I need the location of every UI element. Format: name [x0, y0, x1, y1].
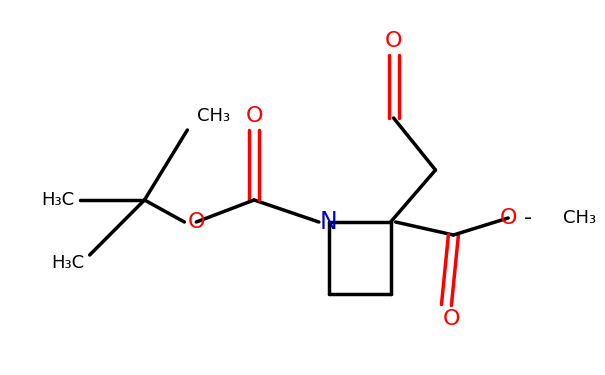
Text: CH₃: CH₃ [197, 107, 231, 125]
Text: -: - [524, 208, 532, 228]
Text: H₃C: H₃C [51, 254, 85, 272]
Text: O: O [385, 31, 402, 51]
Text: H₃C: H₃C [42, 191, 75, 209]
Text: N: N [320, 210, 338, 234]
Text: O: O [246, 106, 263, 126]
Text: O: O [443, 309, 460, 329]
Text: CH₃: CH₃ [563, 209, 596, 227]
Text: O: O [500, 208, 517, 228]
Text: O: O [188, 212, 205, 232]
